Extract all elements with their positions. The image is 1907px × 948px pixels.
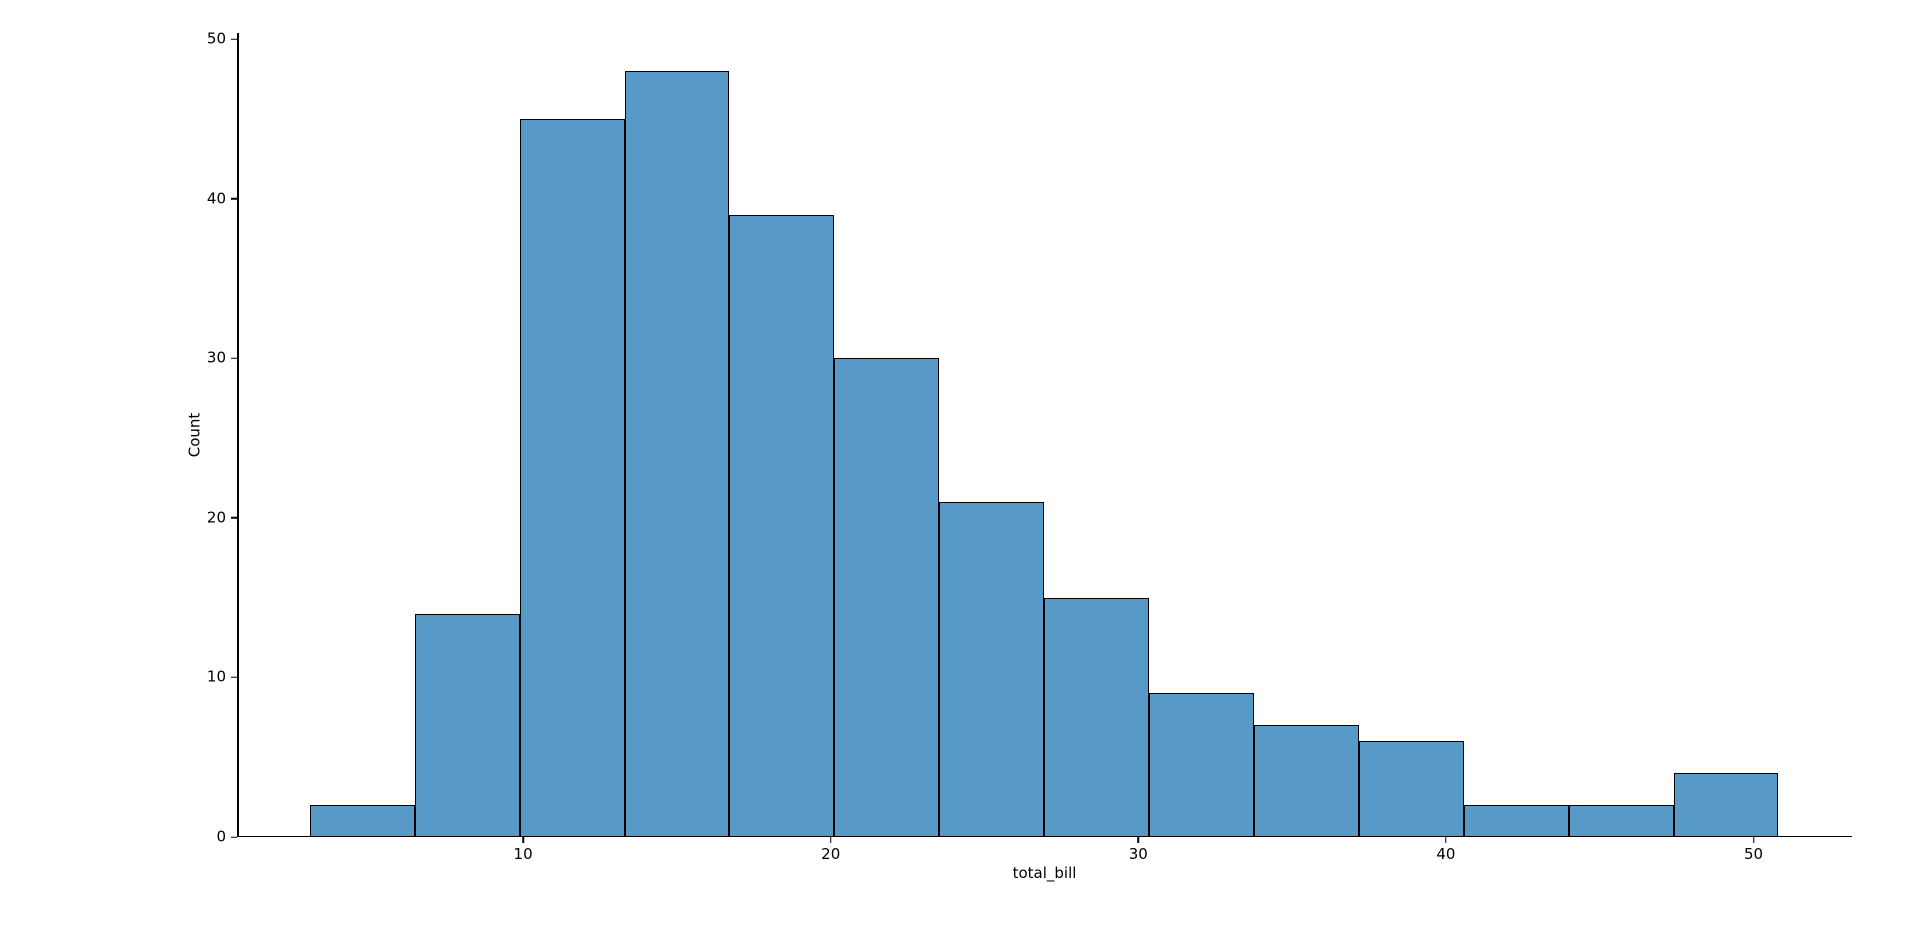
y-tick-label: 50 [206,29,226,48]
y-tick-mark [231,38,237,41]
y-axis-label: Count [185,412,204,458]
x-tick-label: 50 [1744,845,1764,863]
y-axis-spine [237,33,239,837]
histogram-bar [1149,693,1254,837]
x-tick-mark [1752,837,1755,843]
histogram-bar [519,119,625,837]
y-tick-mark [231,357,237,360]
y-tick-label: 20 [206,508,226,527]
x-tick-label: 10 [513,845,533,863]
x-tick-label: 20 [821,845,841,863]
histogram-bar [309,805,415,837]
histogram-bar [729,214,835,837]
x-axis-label: total_bill [1012,864,1077,882]
y-tick-label: 10 [206,667,226,686]
histogram-bar [1463,805,1569,837]
histogram-bar [414,613,520,837]
histogram-bar [1253,725,1359,837]
y-tick-label: 30 [206,348,226,367]
x-tick-mark [829,837,832,843]
histogram-bar [834,358,940,837]
y-tick-mark [231,198,237,200]
y-tick-mark [231,836,237,838]
histogram-bar [624,71,730,837]
histogram-bar [1568,805,1674,837]
x-tick-label: 30 [1128,845,1148,863]
y-tick-label: 0 [216,827,226,846]
plot-area: 10 20 30 40 50 0 10 20 30 40 50 total_bill Count [186,31,1852,881]
x-tick-mark [1445,837,1447,843]
histogram-bar [1358,741,1464,837]
histogram-bar [939,502,1045,837]
x-tick-label: 40 [1436,845,1456,863]
x-tick-mark [522,837,524,843]
y-tick-mark [231,517,237,519]
y-tick-label: 40 [206,189,226,208]
x-tick-mark [1137,837,1140,843]
y-tick-mark [231,676,237,679]
histogram-bar [1673,773,1779,837]
histogram-bar [1044,597,1150,837]
